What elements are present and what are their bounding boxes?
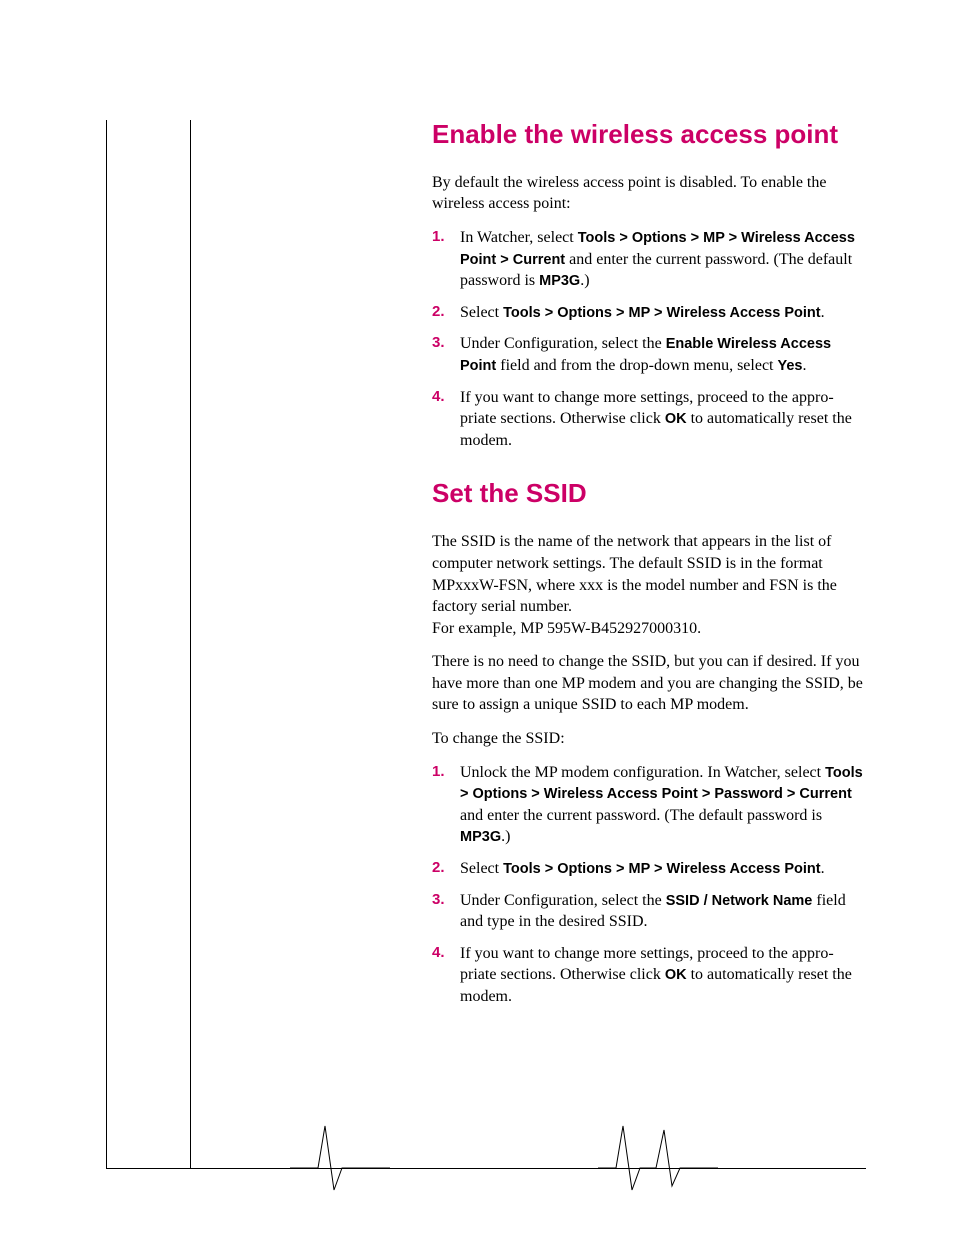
section-heading-enable-wap: Enable the wireless access point xyxy=(432,120,864,150)
step-text: Under Configuration, select the xyxy=(460,892,666,909)
section1-intro: By default the wireless access point is … xyxy=(432,172,864,215)
section1-step-1: In Watcher, select Tools > Options > MP … xyxy=(432,227,864,292)
button-label-ok: OK xyxy=(665,411,687,427)
section2-steps: Unlock the MP modem configuration. In Wa… xyxy=(432,762,864,1008)
step-text: . xyxy=(821,304,825,321)
step-text: .) xyxy=(501,828,510,845)
step-text: Select xyxy=(460,860,503,877)
section1-steps: In Watcher, select Tools > Options > MP … xyxy=(432,227,864,451)
step-text: Unlock the MP modem configuration. In Wa… xyxy=(460,764,825,781)
section2-paragraph-1: The SSID is the name of the network that… xyxy=(432,531,864,639)
step-text: Under Configuration, select the xyxy=(460,335,666,352)
section2-step-4: If you want to change more settings, pro… xyxy=(432,943,864,1008)
step-text: In Watcher, select xyxy=(460,229,578,246)
menu-path: Tools > Options > MP > Wireless Access P… xyxy=(503,861,821,877)
menu-path: Tools > Options > MP > Wireless Access P… xyxy=(503,305,821,321)
step-text: field and from the drop-down menu, selec… xyxy=(496,357,777,374)
section1-step-3: Under Configuration, select the Enable W… xyxy=(432,333,864,376)
section2-step-2: Select Tools > Options > MP > Wireless A… xyxy=(432,858,864,880)
step-text: . xyxy=(821,860,825,877)
step-text: Select xyxy=(460,304,503,321)
section2-paragraph-2: There is no need to change the SSID, but… xyxy=(432,651,864,716)
section-heading-set-ssid: Set the SSID xyxy=(432,479,864,509)
document-page: Enable the wireless access point By defa… xyxy=(0,0,954,1235)
section1-step-4: If you want to change more settings, pro… xyxy=(432,387,864,452)
bottom-rule xyxy=(106,1168,866,1169)
default-password: MP3G xyxy=(539,273,580,289)
section2-paragraph-3: To change the SSID: xyxy=(432,728,864,750)
section2-step-3: Under Configuration, select the SSID / N… xyxy=(432,890,864,933)
left-margin-rule xyxy=(106,120,107,1168)
section2-step-1: Unlock the MP modem configuration. In Wa… xyxy=(432,762,864,848)
heartbeat-icon-left xyxy=(290,1118,390,1198)
option-value: Yes xyxy=(778,358,803,374)
paragraph-text: The SSID is the name of the network that… xyxy=(432,533,837,615)
section1-step-2: Select Tools > Options > MP > Wireless A… xyxy=(432,302,864,324)
default-password: MP3G xyxy=(460,829,501,845)
inner-margin-rule xyxy=(190,120,191,1168)
step-text: .) xyxy=(580,272,589,289)
step-text: . xyxy=(803,357,807,374)
example-text: For example, MP 595W-B452927000310. xyxy=(432,620,701,637)
heartbeat-icon-right xyxy=(598,1118,718,1198)
step-text: and enter the current password. (The def… xyxy=(460,807,822,824)
main-content: Enable the wireless access point By defa… xyxy=(432,120,864,1036)
button-label-ok: OK xyxy=(665,967,687,983)
field-name: SSID / Network Name xyxy=(666,893,813,909)
